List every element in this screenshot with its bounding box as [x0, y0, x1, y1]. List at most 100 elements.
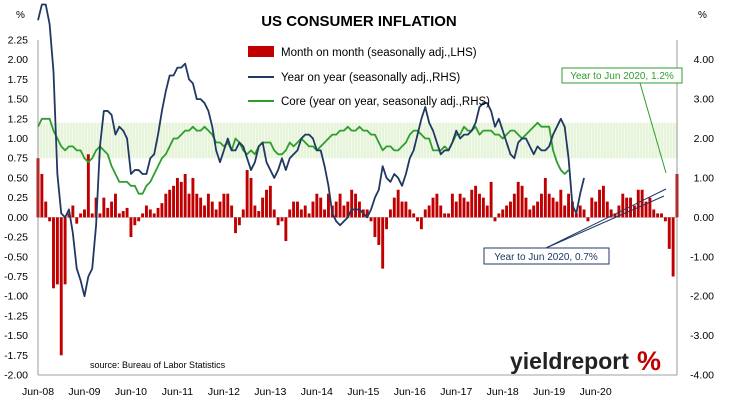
mom-bar	[245, 170, 249, 218]
mom-bar	[447, 213, 450, 218]
mom-bar	[551, 197, 555, 218]
mom-bar	[644, 201, 648, 218]
axes	[37, 40, 678, 376]
mom-bar	[172, 185, 175, 218]
mom-bar	[532, 205, 536, 218]
mom-bar	[388, 209, 392, 218]
annotation-core: Year to Jun 2020, 1.2%	[561, 67, 683, 174]
mom-bar	[431, 197, 435, 218]
x-tick-label: Jun-15	[347, 386, 379, 398]
mom-bar	[319, 197, 323, 218]
mom-bar	[284, 217, 288, 241]
annotation-core-text: Year to Jun 2020, 1.2%	[570, 71, 674, 82]
left-tick-label: 0.50	[8, 172, 29, 184]
mom-bar	[183, 174, 187, 218]
mom-bar	[79, 213, 83, 218]
mom-bar	[276, 217, 280, 226]
left-tick-label: 0.75	[8, 153, 29, 165]
x-tick-label: Jun-16	[394, 386, 426, 398]
left-tick-label: -1.50	[4, 330, 28, 342]
mom-bar	[52, 217, 55, 289]
annotation-yoy: Year to Jun 2020, 0.7%	[483, 188, 667, 265]
mom-bar	[516, 181, 520, 218]
mom-bar	[106, 207, 110, 218]
mom-bar	[524, 197, 528, 218]
mom-bar	[423, 209, 427, 218]
x-tick-label: Jun-18	[487, 386, 519, 398]
mom-bar	[466, 201, 470, 218]
legend: Month on month (seasonally adj.,LHS) Yea…	[248, 46, 490, 108]
mom-bar	[179, 181, 183, 218]
mom-bar	[660, 213, 663, 218]
core-line	[37, 117, 570, 195]
right-tick-label: -1.00	[690, 251, 714, 263]
mom-bar	[187, 193, 191, 218]
left-axis-unit: %	[16, 10, 25, 21]
right-tick-label: 1.00	[694, 172, 715, 184]
left-tick-label: 0.25	[8, 192, 29, 204]
x-tick-label: Jun-10	[115, 386, 147, 398]
left-tick-label: -0.50	[4, 251, 28, 263]
mom-bar	[44, 201, 48, 218]
mom-bar	[563, 205, 567, 218]
mom-bar	[55, 217, 59, 285]
mom-bar	[152, 213, 156, 218]
mom-bar	[299, 209, 303, 218]
mom-bar	[137, 217, 141, 222]
mom-bar	[520, 185, 524, 218]
mom-bar	[257, 211, 261, 218]
mom-bar	[334, 201, 338, 218]
mom-bar	[253, 205, 257, 218]
mom-bar	[392, 197, 396, 218]
legend-label-mom: Month on month (seasonally adj.,LHS)	[281, 47, 477, 59]
mom-bar	[427, 205, 431, 218]
mom-bar	[578, 205, 582, 218]
mom-bar	[396, 189, 400, 218]
mom-bar	[450, 193, 454, 218]
mom-bar	[237, 217, 241, 226]
left-tick-label: 1.50	[8, 94, 29, 106]
mom-bar	[613, 213, 617, 218]
mom-bar	[160, 203, 164, 218]
right-tick-label: -4.00	[690, 370, 714, 382]
x-tick-label: Jun-14	[301, 386, 333, 398]
mom-bar	[268, 185, 272, 218]
x-tick-label: Jun-20	[580, 386, 612, 398]
mom-bar	[667, 217, 671, 249]
mom-bar	[346, 201, 350, 218]
mom-bar	[323, 209, 327, 218]
mom-bar	[505, 205, 509, 218]
mom-bar	[90, 213, 94, 218]
mom-bar	[129, 217, 133, 238]
mom-bar	[458, 193, 462, 218]
mom-bar	[439, 205, 443, 218]
mom-bar	[307, 213, 311, 218]
mom-bar	[222, 193, 226, 218]
left-tick-label: -1.00	[4, 291, 28, 303]
left-tick-label: 0.00	[8, 212, 29, 224]
mom-bar	[462, 197, 466, 218]
mom-bar	[454, 201, 458, 218]
yoy-line	[37, 3, 585, 298]
mom-bar	[98, 213, 102, 218]
mom-bar	[249, 177, 253, 218]
left-tick-label: -2.00	[4, 370, 28, 382]
mom-bar	[59, 217, 63, 356]
mom-bar	[385, 217, 388, 230]
mom-bar	[156, 207, 160, 218]
annotation-yoy-box	[483, 247, 610, 265]
mom-bar	[40, 174, 44, 218]
mom-bar	[582, 209, 586, 218]
x-tick-label: Jun-12	[208, 386, 240, 398]
chart-title: US CONSUMER INFLATION	[261, 13, 457, 30]
mom-bar	[629, 197, 632, 218]
left-tick-label: -1.25	[4, 310, 28, 322]
mom-bar	[419, 217, 423, 230]
mom-bar	[416, 217, 419, 222]
mom-bar	[195, 193, 199, 218]
mom-bar	[493, 217, 497, 222]
mom-bar	[663, 217, 667, 222]
mom-bar	[296, 201, 299, 218]
